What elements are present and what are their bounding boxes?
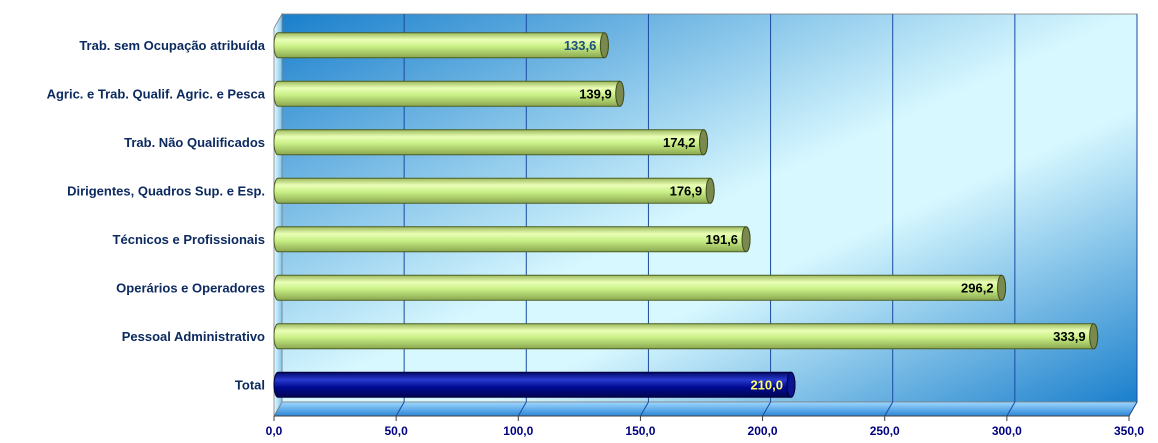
category-label: Técnicos e Profissionais	[113, 232, 265, 247]
category-label: Pessoal Administrativo	[122, 329, 265, 344]
data-label: 191,6	[706, 232, 739, 247]
category-label: Dirigentes, Quadros Sup. e Esp.	[67, 183, 265, 198]
x-tick-label: 0,0	[266, 424, 283, 438]
data-label: 133,6	[564, 38, 597, 53]
bar	[273, 80, 625, 107]
data-label: 174,2	[663, 135, 696, 150]
bar	[273, 177, 715, 204]
bar	[273, 274, 1007, 301]
x-tick-label: 250,0	[870, 424, 900, 438]
category-label: Agric. e Trab. Qualif. Agric. e Pesca	[47, 86, 266, 101]
bar-cap	[699, 129, 709, 156]
bar-total	[273, 371, 796, 398]
bar	[273, 226, 751, 253]
bar-cap	[1089, 323, 1099, 350]
data-label: 176,9	[670, 183, 703, 198]
category-label: Trab. sem Ocupação atribuída	[79, 38, 265, 53]
x-tick-label: 300,0	[992, 424, 1022, 438]
gridline-floor	[395, 401, 405, 417]
bar-cap	[997, 274, 1007, 301]
gridline-floor	[639, 401, 649, 417]
bar	[273, 32, 609, 59]
data-label: 333,9	[1053, 329, 1086, 344]
gridline-floor	[517, 401, 527, 417]
x-tick-label: 150,0	[625, 424, 655, 438]
x-tick-label: 350,0	[1114, 424, 1144, 438]
x-tick-label: 50,0	[384, 424, 408, 438]
x-tick-label: 100,0	[503, 424, 533, 438]
data-label: 210,0	[750, 377, 783, 392]
bar	[273, 323, 1099, 350]
bar-total-cap	[786, 371, 796, 398]
bar-cap	[615, 80, 625, 107]
x-tick-label: 200,0	[748, 424, 778, 438]
plot-side-wall	[273, 12, 283, 418]
gridline-floor	[1128, 401, 1138, 417]
gridline-floor	[884, 401, 894, 417]
bar-cap	[705, 177, 715, 204]
bar-cap	[741, 226, 751, 253]
gridline-floor	[1006, 401, 1016, 417]
category-label: Operários e Operadores	[116, 280, 265, 295]
category-label: Trab. Não Qualificados	[124, 135, 265, 150]
data-label: 139,9	[579, 86, 612, 101]
gridline-floor	[762, 401, 772, 417]
bar	[273, 129, 709, 156]
data-label: 296,2	[961, 280, 994, 295]
bar-cap	[599, 32, 609, 59]
category-label: Total	[235, 377, 265, 392]
